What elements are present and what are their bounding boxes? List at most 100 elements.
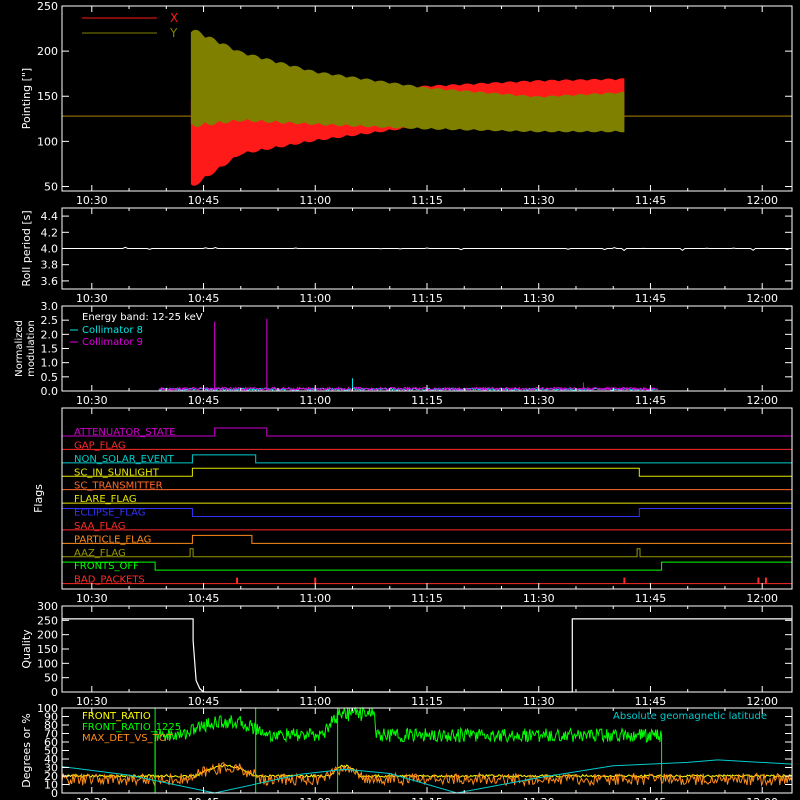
legend-label: Collimator 8 (82, 325, 143, 336)
x-tick-label: 11:45 (635, 292, 667, 305)
flag-label: NON_SOLAR_EVENT (74, 454, 175, 465)
y-tick-label: 50 (44, 745, 58, 758)
y-axis-label: Quality (20, 629, 33, 669)
x-tick-label: 10:30 (76, 695, 108, 708)
y-tick-label: 200 (37, 629, 58, 642)
flag-label: PARTICLE_FLAG (74, 534, 151, 545)
flag-label: ATTENUATOR_STATE (74, 427, 175, 438)
y-tick-label: 300 (37, 600, 58, 613)
flag-label: AAZ_FLAG (74, 548, 126, 559)
flag-label: BAD_PACKETS (74, 575, 145, 586)
y-tick-label: 100 (37, 702, 58, 715)
y-tick-label: 1.5 (41, 343, 59, 356)
x-tick-label: 11:00 (299, 695, 331, 708)
y-axis-label: Flags (32, 484, 45, 513)
x-tick-label: 11:15 (411, 592, 443, 605)
quality-panel: 10:30 10:45 11:00 11:15 11:30 11:45 12:00 050 10… (20, 600, 793, 708)
x-tick-label: 10:30 (76, 592, 108, 605)
x-tick-label: 11:00 (299, 796, 331, 800)
energy-band-annotation: Energy band: 12-25 keV (82, 312, 203, 323)
y-axis-label: Degrees or % (20, 713, 33, 787)
y-tick-label: 2.5 (41, 314, 59, 327)
y-tick-label: 0 (51, 686, 58, 699)
x-tick-label: 11:15 (411, 292, 443, 305)
x-tick-label: 10:30 (76, 394, 108, 407)
flag-label: SAA_FLAG (74, 521, 125, 532)
x-tick-label: 11:30 (523, 194, 555, 207)
y-tick-label: 10 (44, 779, 58, 792)
flag-line-attenuator-state (62, 427, 792, 437)
legend-label: MAX_DET_VS_TOT (82, 733, 174, 744)
x-tick-label: 11:45 (635, 394, 667, 407)
x-tick-label: 12:00 (746, 796, 778, 800)
x-tick-label: 11:30 (523, 292, 555, 305)
y-tick-label: 100 (37, 135, 58, 148)
flag-line-particle-flag (62, 534, 792, 544)
y-tick-label: 0 (51, 787, 58, 800)
x-tick-label: 10:45 (188, 194, 220, 207)
x-tick-label: 10:45 (188, 796, 220, 800)
flag-label: FRONTS_OFF (74, 561, 139, 572)
modulation-panel: 10:30 10:45 11:00 11:15 11:30 11:45 12:00 0.00.… (14, 300, 793, 407)
x-tick-label: 11:30 (523, 394, 555, 407)
x-tick-label: 11:15 (411, 796, 443, 800)
x-tick-label: 11:45 (635, 592, 667, 605)
flag-line-eclipse-flag (61, 508, 793, 517)
y-tick-label: 3.6 (41, 275, 59, 288)
quality-line (62, 618, 792, 693)
x-tick-label: 11:30 (523, 695, 555, 708)
y-tick-label: 40 (44, 753, 58, 766)
x-tick-label: 11:15 (411, 194, 443, 207)
legend-label: X (170, 11, 178, 25)
x-tick-label: 11:00 (299, 394, 331, 407)
flag-line-aaz-flag (62, 548, 792, 558)
flag-line-fronts-off (61, 561, 793, 571)
y-tick-label: 20 (44, 770, 58, 783)
legend-label: Collimator 9 (82, 337, 143, 348)
y-tick-label: 2.0 (41, 328, 59, 341)
x-tick-label: 11:00 (299, 292, 331, 305)
x-tick-label: 12:00 (746, 695, 778, 708)
flag-label: FLARE_FLAG (74, 494, 137, 505)
series-Y-band (190, 29, 625, 133)
y-tick-label: 50 (44, 672, 58, 685)
y-tick-label: 30 (44, 762, 58, 775)
y-axis-label: Roll period [s] (20, 210, 33, 286)
y-tick-label: 4.2 (41, 226, 59, 239)
flag-label: GAP_FLAG (74, 440, 126, 451)
y-tick-label: 60 (44, 736, 58, 749)
series-max-det-vs-tot (61, 762, 793, 788)
series-absolute-geomagnetic-latitude (61, 759, 793, 794)
legend-label: FRONT_RATIO_1225 (82, 722, 181, 733)
ratios-panel: 10:30 10:45 11:00 11:15 11:30 11:45 12:00 01020… (20, 702, 793, 800)
y-tick-label: 250 (37, 0, 58, 13)
x-tick-label: 10:30 (76, 194, 108, 207)
pointing-panel: 10:30 10:45 11:00 11:15 11:30 11:45 12:00 50 100… (20, 0, 793, 207)
x-tick-label: 11:15 (411, 695, 443, 708)
x-tick-label: 12:00 (746, 394, 778, 407)
x-tick-label: 10:45 (188, 394, 220, 407)
x-tick-label: 10:30 (76, 796, 108, 800)
series-collimator-9 (158, 386, 659, 392)
y-axis-label-line-2: modulation (26, 320, 37, 377)
y-tick-label: 100 (37, 657, 58, 670)
x-tick-label: 10:45 (188, 292, 220, 305)
y-tick-label: 200 (37, 45, 58, 58)
x-tick-label: 12:00 (746, 292, 778, 305)
y-tick-label: 1.0 (41, 357, 59, 370)
y-tick-label: 50 (44, 180, 58, 193)
y-axis-label: Pointing ["] (20, 68, 33, 129)
roll-panel: 10:30 10:45 11:00 11:15 11:30 11:45 12:00 3.6 3.… (20, 207, 793, 305)
x-tick-label: 12:00 (746, 592, 778, 605)
y-tick-label: 250 (37, 614, 58, 627)
y-tick-label: 4.4 (41, 210, 59, 223)
x-tick-label: 11:00 (299, 194, 331, 207)
x-tick-label: 11:30 (523, 796, 555, 800)
geomagnetic-latitude-label: Absolute geomagnetic latitude (613, 711, 767, 722)
y-tick-label: 90 (44, 711, 58, 724)
flag-line-sc-in-sunlight (62, 467, 792, 477)
y-tick-label: 3.8 (41, 259, 59, 272)
x-tick-label: 10:45 (188, 695, 220, 708)
x-tick-label: 11:45 (635, 796, 667, 800)
